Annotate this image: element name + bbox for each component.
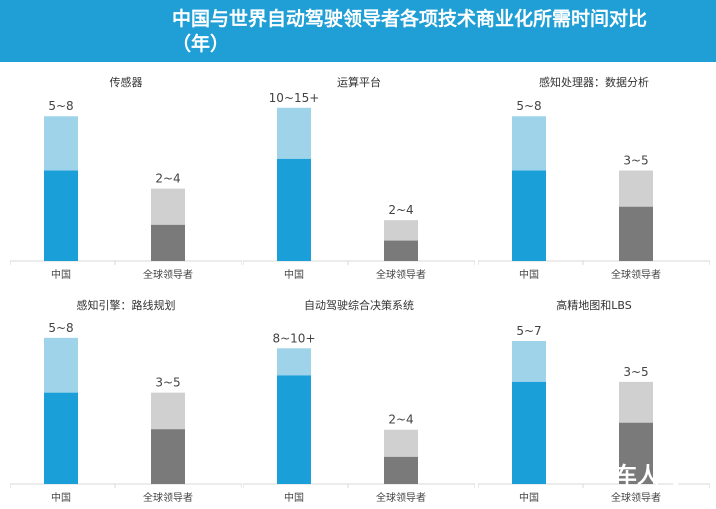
category-label: 全球领导者: [376, 491, 426, 504]
category-label: 全球领导者: [611, 268, 661, 281]
data-label: 3~5: [623, 154, 648, 168]
chart-panel: 5~8 中国 2~4 全球领导者 传感器: [10, 68, 242, 286]
bar-upper-range: [619, 381, 653, 423]
bar-lower-range: [619, 422, 653, 484]
bar-lower-range: [44, 392, 78, 484]
watermark-logo: 车人驾: [615, 464, 682, 489]
bar-lower-range: [277, 375, 311, 484]
bar-lower-range: [512, 381, 546, 484]
data-label: 8~10+: [272, 331, 315, 345]
category-label: 全球领导者: [143, 268, 193, 281]
data-label: 5~7: [516, 324, 541, 338]
data-label: 5~8: [48, 321, 73, 335]
category-label: 全球领导者: [611, 491, 661, 504]
chart-panel: 8~10+ 中国 2~4 全球领导者 自动驾驶综合决策系统: [243, 291, 475, 509]
chart-title: 传感器: [109, 76, 143, 89]
bar-lower-range: [512, 170, 546, 261]
category-label: 中国: [284, 268, 304, 281]
bar-upper-range: [277, 107, 311, 159]
page-title: 中国与世界自动驾驶领导者各项技术商业化所需时间对比（年）: [172, 8, 648, 55]
bar-lower-range: [384, 240, 418, 261]
category-label: 中国: [519, 268, 539, 281]
category-label: 中国: [284, 491, 304, 504]
bar-upper-range: [619, 170, 653, 207]
bar-upper-range: [44, 337, 78, 393]
category-label: 全球领导者: [143, 491, 193, 504]
chart-title: 自动驾驶综合决策系统: [304, 299, 414, 312]
bar-lower-range: [619, 206, 653, 261]
chart-panel: 5~7 中国 3~5 全球领导者 高精地图和LBS: [478, 291, 710, 509]
data-label: 2~4: [155, 172, 180, 186]
bar-upper-range: [44, 116, 78, 171]
bar-upper-range: [384, 220, 418, 241]
bar-lower-range: [151, 429, 185, 484]
data-label: 3~5: [623, 365, 648, 379]
bar-upper-range: [277, 348, 311, 376]
data-label: 10~15+: [269, 91, 320, 105]
bar-upper-range: [384, 429, 418, 457]
chart-title: 运算平台: [337, 76, 381, 89]
chart-panel: 5~8 中国 3~5 全球领导者 感知处理器：数据分析: [478, 68, 710, 286]
data-label: 2~4: [388, 203, 413, 217]
bar-lower-range: [384, 456, 418, 484]
bar-lower-range: [44, 170, 78, 261]
data-label: 3~5: [155, 376, 180, 390]
data-label: 5~8: [516, 99, 541, 113]
chart-panel: 10~15+ 中国 2~4 全球领导者 运算平台: [243, 68, 475, 286]
chart-title: 感知处理器：数据分析: [539, 76, 649, 89]
bar-lower-range: [151, 224, 185, 261]
category-label: 中国: [519, 491, 539, 504]
bar-upper-range: [512, 116, 546, 171]
chart-title: 感知引擎：路线规划: [76, 299, 176, 312]
data-label: 5~8: [48, 99, 73, 113]
bar-upper-range: [512, 340, 546, 382]
bar-upper-range: [151, 392, 185, 430]
chart-title: 高精地图和LBS: [556, 299, 632, 312]
bar-upper-range: [151, 188, 185, 225]
category-label: 中国: [51, 268, 71, 281]
chart-panel: 5~8 中国 3~5 全球领导者 感知引擎：路线规划: [10, 291, 242, 509]
header-bar: [0, 0, 716, 62]
category-label: 全球领导者: [376, 268, 426, 281]
data-label: 2~4: [388, 413, 413, 427]
category-label: 中国: [51, 491, 71, 504]
bar-lower-range: [277, 158, 311, 261]
